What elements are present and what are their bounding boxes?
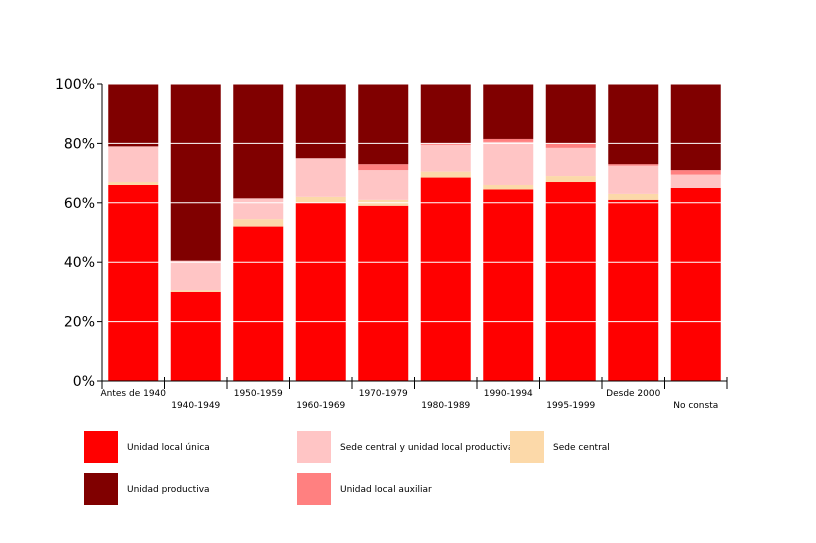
legend-label: Unidad local auxiliar [340, 485, 432, 495]
bar-segment [170, 84, 221, 261]
x-tick-label: 1970-1979 [359, 389, 408, 399]
x-tick-label: Antes de 1940 [101, 389, 167, 399]
x-tick-label: Desde 2000 [606, 389, 660, 399]
legend-label: Unidad productiva [127, 485, 210, 495]
bar-segment [608, 164, 659, 166]
bar-segment [108, 182, 159, 185]
bar-segment [170, 291, 221, 381]
bar-segment [108, 146, 159, 183]
bar-segment [108, 184, 159, 381]
x-axis: Antes de 1940 1940-1949 1950-1959 1960-1969… [101, 377, 728, 411]
bar-segment [295, 202, 346, 381]
bar-segment [170, 290, 221, 292]
x-tick-label: 1995-1999 [546, 401, 595, 411]
legend-swatch [297, 431, 331, 463]
bar-segment [420, 143, 471, 145]
y-axis: 0% 20% 40% 60% 80% 100% [55, 77, 103, 390]
bar-segment [420, 171, 471, 178]
bar-segment [358, 170, 409, 200]
bar-segment [358, 205, 409, 381]
bar-segment [483, 189, 534, 381]
bar-segment [233, 84, 284, 199]
bar-segment [670, 174, 721, 188]
bar-segment [608, 199, 659, 381]
y-tick-label: 0% [73, 374, 95, 390]
bar-segment [545, 143, 596, 148]
bar-segment [670, 170, 721, 175]
legend-label: Sede central [553, 443, 610, 453]
bar-segment [608, 165, 659, 194]
bar-segment [545, 84, 596, 144]
bar-segment [483, 138, 534, 142]
bar-segment [483, 184, 534, 190]
legend-swatch [510, 431, 544, 463]
bar-segment [483, 84, 534, 139]
legend-label: Sede central y unidad local productiva [340, 443, 513, 453]
legend-swatch [297, 473, 331, 505]
y-tick-label: 60% [64, 196, 95, 212]
x-tick-label: 1940-1949 [171, 401, 220, 411]
bar-segment [670, 84, 721, 171]
legend: Unidad local única Sede central y unidad … [84, 431, 610, 505]
bar-segment [420, 84, 471, 144]
bar-segment [108, 84, 159, 147]
bar-segment [608, 84, 659, 165]
bar-segment [670, 187, 721, 381]
x-tick-label: 1990-1994 [484, 389, 533, 399]
bar-segment [233, 198, 284, 220]
bar-segment [358, 164, 409, 171]
bar-segment [483, 141, 534, 185]
legend-swatch [84, 431, 118, 463]
legend-swatch [84, 473, 118, 505]
bar-segment [608, 193, 659, 200]
bar-segment [545, 147, 596, 177]
x-tick-label: 1950-1959 [234, 389, 283, 399]
y-tick-label: 40% [64, 255, 95, 271]
bar-segment [170, 260, 221, 291]
x-tick-label: 1960-1969 [296, 401, 345, 411]
bar-segment [233, 219, 284, 227]
legend-label: Unidad local única [127, 443, 210, 453]
x-tick-label: No consta [673, 401, 718, 411]
bar-segment [420, 177, 471, 381]
bars [108, 84, 721, 381]
y-tick-label: 80% [64, 136, 95, 152]
bar-segment [545, 176, 596, 183]
bar-segment [420, 144, 471, 172]
bar-segment [295, 196, 346, 203]
bar-segment [295, 158, 346, 197]
bar-segment [233, 226, 284, 381]
bar-segment [295, 84, 346, 159]
bar-segment [358, 84, 409, 165]
bar-segment [545, 182, 596, 381]
x-tick-label: 1980-1989 [421, 401, 470, 411]
y-tick-label: 100% [55, 77, 95, 93]
y-tick-label: 20% [64, 315, 95, 331]
